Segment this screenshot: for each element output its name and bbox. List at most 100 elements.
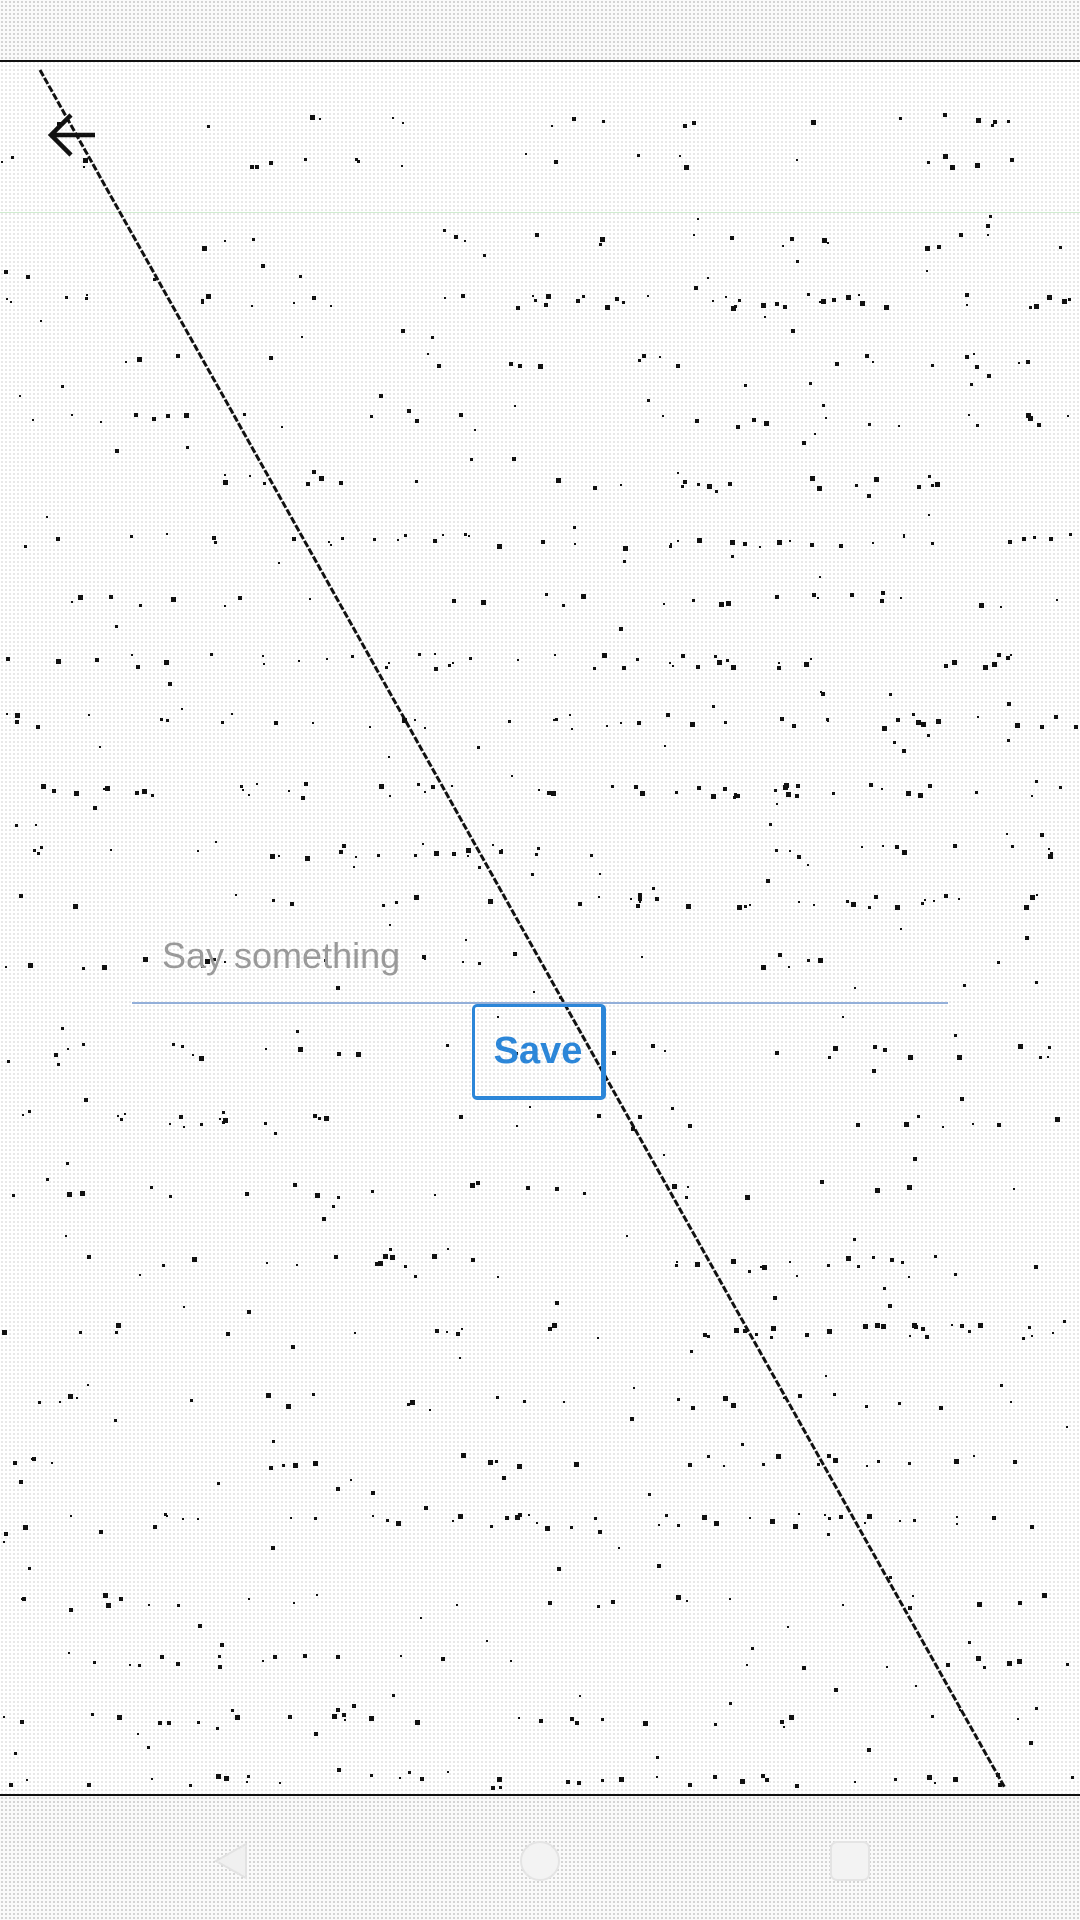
speckle: [640, 791, 645, 796]
speckle: [890, 1258, 894, 1262]
speckle: [798, 1394, 802, 1398]
speckle: [789, 1715, 794, 1720]
speckle: [658, 1524, 660, 1526]
speckle: [1042, 1593, 1047, 1598]
speckle: [538, 364, 543, 369]
speckle: [536, 1522, 538, 1524]
speckle: [833, 1458, 838, 1463]
speckle: [456, 1604, 458, 1606]
speckle: [282, 1464, 285, 1467]
speckle: [1006, 656, 1010, 660]
speckle: [1068, 298, 1071, 301]
speckle: [61, 385, 64, 388]
speckle: [810, 658, 812, 660]
speckle: [832, 298, 836, 302]
speckle: [263, 663, 265, 665]
speckle: [99, 1530, 103, 1534]
speckle: [483, 254, 486, 257]
save-button[interactable]: Save: [472, 1004, 606, 1100]
speckle: [202, 246, 207, 251]
speckle: [642, 354, 646, 358]
speckle: [272, 1440, 275, 1443]
speckle: [19, 894, 23, 898]
speckle: [28, 1567, 31, 1570]
speckle: [937, 245, 941, 249]
speckle: [152, 417, 156, 421]
speckle: [290, 902, 294, 906]
speckle: [135, 791, 139, 795]
speckle: [1055, 1117, 1060, 1122]
speckle: [828, 1056, 831, 1059]
speckle: [594, 1517, 597, 1520]
speckle: [857, 1265, 860, 1268]
speckle: [491, 1786, 495, 1790]
speckle: [70, 1515, 72, 1517]
speckle: [35, 824, 37, 826]
speckle: [137, 1733, 139, 1735]
speckle: [1048, 1046, 1051, 1049]
speckle: [59, 1401, 61, 1403]
speckle: [917, 1115, 920, 1118]
speckle: [385, 666, 388, 669]
speckle: [56, 659, 61, 664]
speckle: [342, 1713, 346, 1717]
system-navigation-bar: [0, 1794, 1080, 1920]
nav-back-button[interactable]: [196, 1826, 266, 1896]
nav-home-button[interactable]: [505, 1826, 575, 1896]
speckle: [443, 229, 446, 232]
speckle: [224, 605, 226, 607]
speckle: [579, 1695, 581, 1697]
speckle: [354, 1332, 356, 1334]
speckle: [802, 1666, 806, 1670]
speckle: [968, 1641, 971, 1644]
speckle: [245, 1192, 249, 1196]
speckle: [688, 1124, 692, 1128]
back-button[interactable]: [34, 96, 112, 174]
speckle: [407, 409, 411, 413]
speckle: [825, 1375, 827, 1377]
speckle: [1040, 725, 1044, 729]
speckle: [1018, 362, 1020, 364]
speckle: [925, 246, 930, 251]
speckle: [212, 536, 216, 540]
speckle: [200, 1123, 203, 1126]
speckle: [903, 534, 905, 536]
speckle: [414, 1275, 417, 1278]
speckle: [115, 1331, 118, 1334]
speckle: [399, 1777, 401, 1779]
speckle: [183, 1306, 185, 1308]
message-input[interactable]: [132, 910, 948, 1004]
speckle: [676, 1261, 678, 1263]
nav-recents-button[interactable]: [815, 1826, 885, 1896]
speckle: [898, 425, 900, 427]
speckle: [1031, 795, 1033, 797]
speckle: [619, 1777, 624, 1782]
speckle: [770, 1336, 773, 1339]
speckle: [620, 722, 622, 724]
speckle: [6, 713, 8, 715]
speckle: [662, 415, 664, 417]
speckle: [222, 1111, 225, 1114]
speckle: [827, 1454, 831, 1458]
speckle: [263, 482, 266, 485]
speckle: [745, 1195, 750, 1200]
speckle: [68, 1652, 70, 1654]
speckle: [469, 657, 472, 660]
nav-recents-square-icon: [830, 1841, 870, 1881]
speckle: [314, 1517, 317, 1520]
speckle: [517, 659, 519, 661]
speckle: [100, 421, 102, 423]
speckle: [293, 302, 295, 304]
speckle: [712, 705, 715, 708]
speckle: [670, 543, 672, 545]
speckle: [861, 846, 863, 848]
speckle: [165, 660, 167, 662]
speckle: [511, 775, 513, 777]
speckle: [776, 1454, 781, 1459]
speckle: [571, 728, 573, 730]
speckle: [66, 1162, 69, 1165]
speckle: [420, 1617, 422, 1619]
speckle: [1025, 936, 1029, 940]
speckle: [773, 1296, 777, 1300]
